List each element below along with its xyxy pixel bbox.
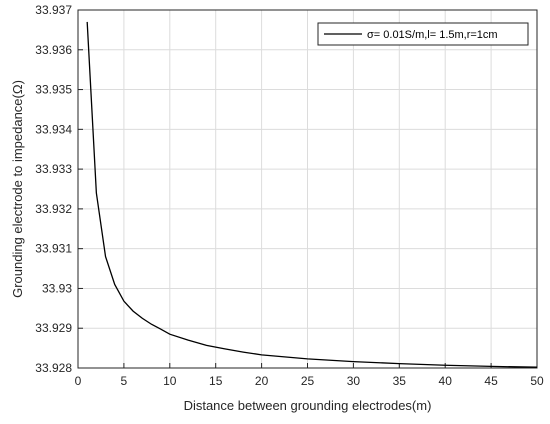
y-tick-label: 33.935	[35, 83, 72, 97]
grid	[77, 9, 538, 369]
x-tick-label: 35	[393, 374, 407, 388]
y-tick-label: 33.931	[35, 242, 72, 256]
x-tick-label: 0	[75, 374, 82, 388]
y-tick-label: 33.929	[35, 321, 72, 335]
y-tick-label: 33.937	[35, 3, 72, 17]
x-tick-label: 15	[209, 374, 223, 388]
x-axis-label: Distance between grounding electrodes(m)	[184, 398, 432, 413]
x-tick-label: 20	[255, 374, 269, 388]
x-tick-label: 50	[530, 374, 544, 388]
legend-entry-label: σ= 0.01S/m,l= 1.5m,r=1cm	[367, 29, 498, 41]
y-tick-label: 33.934	[35, 122, 72, 136]
x-tick-label: 40	[439, 374, 453, 388]
series-line	[86, 21, 538, 368]
legend-box	[317, 22, 529, 46]
x-tick-label: 30	[347, 374, 361, 388]
x-tick-label: 25	[301, 374, 315, 388]
series-layer	[86, 21, 538, 368]
y-tick-label: 33.936	[35, 43, 72, 57]
x-tick-label: 45	[484, 374, 498, 388]
x-tick-label: 10	[163, 374, 177, 388]
y-tick-label: 33.928	[35, 361, 72, 375]
y-tick-label: 33.932	[35, 202, 72, 216]
y-tick-label: 33.933	[35, 162, 72, 176]
x-tick-label: 5	[121, 374, 128, 388]
y-axis-label: Grounding electrode to impedance(Ω)	[10, 80, 25, 298]
axis-ticks: 0 5 10 15 20 25 30 35 40 45 50 33.928 33.929 33.93 33.…	[35, 3, 544, 388]
y-tick-label: 33.93	[42, 281, 72, 295]
legend: σ= 0.01S/m,l= 1.5m,r=1cm	[317, 22, 529, 46]
